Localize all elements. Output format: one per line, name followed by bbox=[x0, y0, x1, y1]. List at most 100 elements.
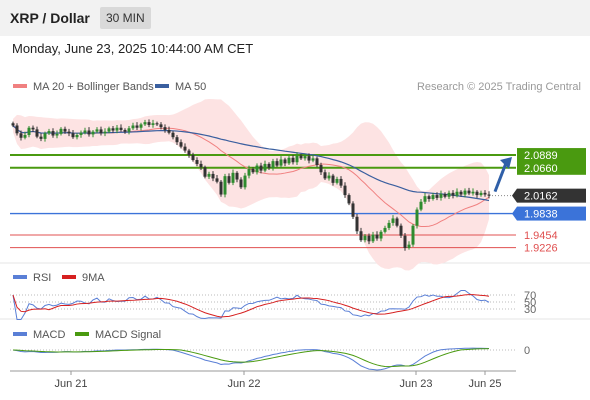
candle-body bbox=[131, 125, 135, 129]
candle-body bbox=[199, 163, 203, 168]
candle-body bbox=[115, 127, 119, 131]
candle-body bbox=[463, 190, 467, 195]
candle-body bbox=[391, 218, 395, 223]
candle-body bbox=[31, 127, 35, 130]
x-tick-label: Jun 22 bbox=[227, 378, 260, 390]
level-label-2: 1.9838 bbox=[524, 209, 558, 221]
candle-body bbox=[59, 128, 63, 134]
candle-body bbox=[67, 131, 71, 134]
candle-body bbox=[287, 157, 291, 164]
ma50-legend-swatch bbox=[155, 84, 169, 88]
candle-body bbox=[43, 133, 47, 139]
candle-body bbox=[435, 195, 439, 198]
candle-body bbox=[151, 123, 155, 125]
candle-body bbox=[39, 136, 43, 139]
candle-body bbox=[95, 129, 99, 132]
candle-body bbox=[263, 163, 267, 171]
bollinger-bands bbox=[13, 98, 489, 271]
legend-macd-signal: MACD Signal bbox=[95, 329, 161, 341]
candle-body bbox=[459, 191, 463, 195]
candle-body bbox=[487, 194, 491, 196]
instrument-title: XRP / Dollar bbox=[10, 10, 90, 26]
candle-body bbox=[347, 195, 351, 204]
candle-body bbox=[47, 131, 51, 134]
candle-body bbox=[311, 158, 315, 161]
candle-body bbox=[183, 146, 187, 151]
candle-body bbox=[255, 165, 259, 173]
candle-body bbox=[299, 155, 303, 159]
candle-body bbox=[99, 129, 103, 134]
level-label-2-box bbox=[517, 206, 586, 221]
candle-body bbox=[63, 128, 67, 132]
candle-body bbox=[227, 176, 231, 183]
level-label-4: 1.9226 bbox=[524, 243, 558, 255]
current-price-label-box bbox=[517, 188, 586, 203]
legend-bollinger: MA 20 + Bollinger Bands bbox=[33, 81, 154, 93]
candle-body bbox=[119, 127, 123, 130]
candle-body bbox=[423, 196, 427, 202]
x-tick-label: Jun 25 bbox=[468, 378, 501, 390]
legend-ma50: MA 50 bbox=[175, 81, 206, 93]
candle-body bbox=[91, 131, 95, 135]
current-price-label-pointer bbox=[512, 188, 517, 203]
candle-body bbox=[167, 129, 171, 133]
candle-body bbox=[127, 128, 131, 132]
candle-body bbox=[403, 235, 407, 248]
macd-legend-swatch bbox=[13, 332, 27, 336]
macd-signal-line bbox=[12, 348, 490, 368]
rsi-tick-label: 70 bbox=[524, 290, 536, 302]
candle-body bbox=[315, 158, 319, 166]
candle-body bbox=[155, 123, 159, 125]
candle-body bbox=[191, 155, 195, 161]
price-levels bbox=[10, 154, 516, 249]
candle-body bbox=[19, 133, 23, 138]
candle-body bbox=[51, 131, 55, 136]
resistance-labels-box bbox=[517, 148, 586, 175]
candle-body bbox=[479, 192, 483, 196]
candle-body bbox=[359, 231, 363, 241]
candle-body bbox=[419, 201, 423, 210]
candle-body bbox=[387, 222, 391, 228]
candle-body bbox=[327, 175, 331, 179]
candle-body bbox=[111, 128, 115, 131]
candle-body bbox=[367, 235, 371, 242]
candle-body bbox=[55, 133, 59, 136]
candle-body bbox=[163, 127, 167, 130]
candle-body bbox=[455, 191, 459, 196]
candle-body bbox=[71, 133, 75, 138]
candle-body bbox=[335, 178, 339, 183]
candle-body bbox=[291, 157, 295, 163]
candle-body bbox=[239, 179, 243, 188]
candle-body bbox=[375, 234, 379, 239]
candle-body bbox=[207, 173, 211, 177]
rsi-ma-legend-swatch bbox=[62, 275, 76, 279]
candle-body bbox=[431, 195, 435, 199]
timeframe-button[interactable]: 30 MIN bbox=[100, 7, 151, 29]
candle-body bbox=[447, 192, 451, 197]
candle-body bbox=[195, 160, 199, 164]
rsi-line bbox=[12, 289, 490, 320]
candle-body bbox=[123, 129, 127, 132]
candle-body bbox=[475, 191, 479, 196]
candle-body bbox=[83, 130, 87, 133]
candle-body bbox=[11, 123, 15, 126]
rsi-tick-label: 30 bbox=[524, 304, 536, 316]
candle-body bbox=[87, 130, 91, 135]
candle-body bbox=[219, 181, 223, 195]
candle-body bbox=[355, 216, 359, 232]
x-axis: Jun 21 Jun 22 Jun 23 Jun 25 bbox=[54, 371, 502, 390]
candle-body bbox=[427, 196, 431, 199]
candle-body bbox=[35, 129, 39, 137]
candle-body bbox=[251, 168, 255, 173]
candle-body bbox=[383, 227, 387, 232]
candle-body bbox=[483, 192, 487, 195]
candle-body bbox=[75, 134, 79, 138]
legend-rsi: RSI bbox=[33, 272, 51, 284]
candle-body bbox=[247, 168, 251, 176]
candle-body bbox=[319, 165, 323, 173]
candle-body bbox=[215, 178, 219, 182]
macd-tick-label: 0 bbox=[524, 345, 530, 357]
candle-body bbox=[399, 225, 403, 236]
